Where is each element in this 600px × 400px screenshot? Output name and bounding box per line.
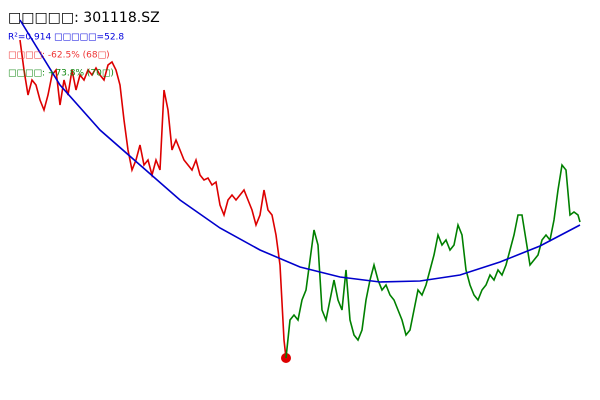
series-line — [19, 19, 581, 283]
annotation: R²=0.914 □□□□□=52.8 — [8, 33, 124, 43]
series-line — [285, 163, 581, 359]
series-line — [19, 39, 287, 359]
annotation: □□□□: +73.8% (70□) — [8, 69, 114, 79]
chart-title: □□□□□: 301118.SZ — [8, 10, 160, 26]
annotation: □□□□: -62.5% (68□) — [8, 51, 110, 61]
